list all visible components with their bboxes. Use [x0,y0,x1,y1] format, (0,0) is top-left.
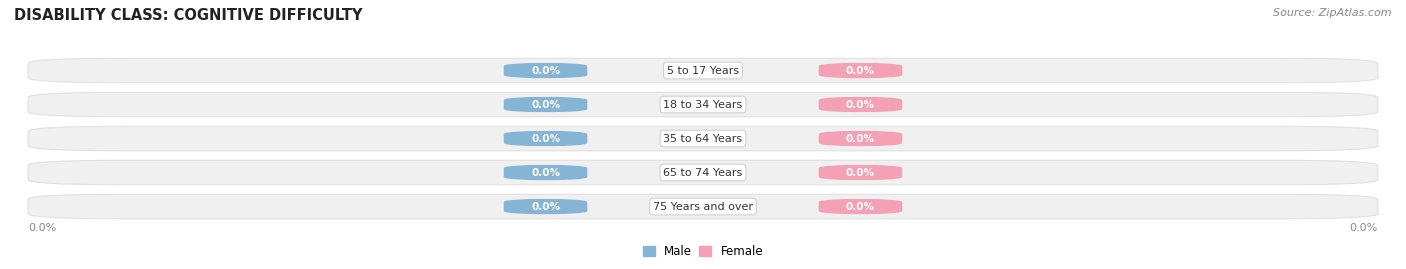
FancyBboxPatch shape [818,130,903,147]
Text: 0.0%: 0.0% [28,223,56,233]
FancyBboxPatch shape [28,58,1378,83]
Text: 75 Years and over: 75 Years and over [652,201,754,211]
Text: 0.0%: 0.0% [531,201,560,211]
Text: 0.0%: 0.0% [531,168,560,178]
Text: 0.0%: 0.0% [531,133,560,144]
Text: 0.0%: 0.0% [846,168,875,178]
FancyBboxPatch shape [28,126,1378,151]
FancyBboxPatch shape [503,63,588,79]
Text: 0.0%: 0.0% [1350,223,1378,233]
FancyBboxPatch shape [503,165,588,180]
Text: Source: ZipAtlas.com: Source: ZipAtlas.com [1274,8,1392,18]
Text: 0.0%: 0.0% [531,66,560,76]
FancyBboxPatch shape [28,160,1378,185]
FancyBboxPatch shape [818,97,903,112]
FancyBboxPatch shape [28,194,1378,219]
FancyBboxPatch shape [503,199,588,214]
FancyBboxPatch shape [503,130,588,147]
FancyBboxPatch shape [818,199,903,214]
Text: DISABILITY CLASS: COGNITIVE DIFFICULTY: DISABILITY CLASS: COGNITIVE DIFFICULTY [14,8,363,23]
Text: 18 to 34 Years: 18 to 34 Years [664,100,742,109]
FancyBboxPatch shape [818,63,903,79]
Text: 0.0%: 0.0% [846,100,875,109]
Text: 0.0%: 0.0% [846,133,875,144]
Text: 0.0%: 0.0% [531,100,560,109]
FancyBboxPatch shape [503,97,588,112]
FancyBboxPatch shape [818,165,903,180]
Text: 65 to 74 Years: 65 to 74 Years [664,168,742,178]
Text: 0.0%: 0.0% [846,201,875,211]
Text: 5 to 17 Years: 5 to 17 Years [666,66,740,76]
Text: 0.0%: 0.0% [846,66,875,76]
Text: 35 to 64 Years: 35 to 64 Years [664,133,742,144]
FancyBboxPatch shape [28,92,1378,117]
Legend: Male, Female: Male, Female [638,240,768,262]
